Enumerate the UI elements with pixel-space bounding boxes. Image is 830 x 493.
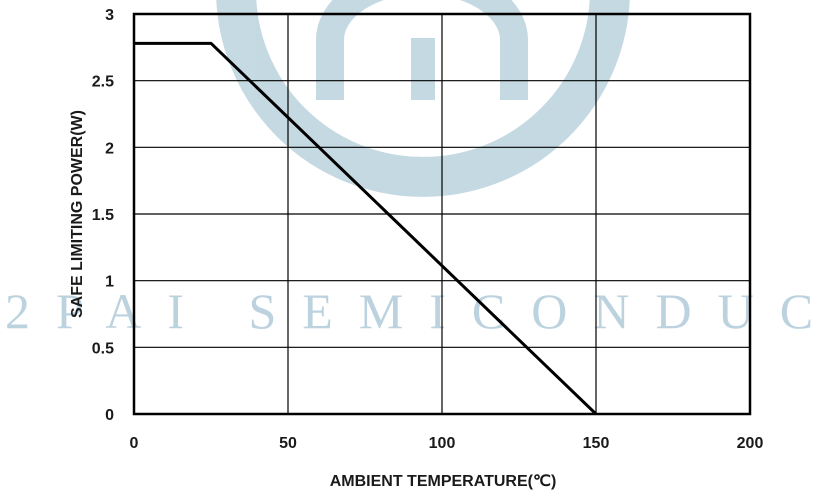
y-axis-label: SAFE LIMITING POWER(W) (69, 110, 86, 318)
y-tick-label: 1.5 (92, 207, 114, 224)
y-tick-label: 0 (105, 407, 114, 424)
y-tick-label: 2 (105, 140, 114, 157)
plot-frame (132, 12, 752, 416)
y-tick-label: 3 (105, 7, 114, 24)
x-tick-label: 100 (429, 435, 456, 452)
watermark-inner-arch (316, 0, 528, 100)
series-line (134, 41, 598, 416)
y-tick-label: 1 (105, 274, 114, 291)
watermark-logo (216, 0, 630, 197)
x-tick-label: 50 (279, 435, 297, 452)
x-tick-label: 150 (583, 435, 610, 452)
series-group (134, 41, 598, 416)
watermark-text: 2PAI SEMICONDUCTOR (5, 283, 830, 339)
x-tick-labels: 0 50 100 150 200 (130, 435, 764, 452)
y-tick-label: 2.5 (92, 74, 114, 91)
x-tick-label: 200 (737, 435, 764, 452)
watermark-arc (216, 0, 630, 197)
x-tick-label: 0 (130, 435, 139, 452)
x-axis-label: AMBIENT TEMPERATURE(℃) (330, 473, 557, 490)
y-tick-label: 0.5 (92, 340, 114, 357)
watermark-bar (411, 38, 435, 100)
grid-lines (133, 13, 751, 415)
y-tick-labels: 0 0.5 1 1.5 2 2.5 3 (92, 7, 114, 424)
